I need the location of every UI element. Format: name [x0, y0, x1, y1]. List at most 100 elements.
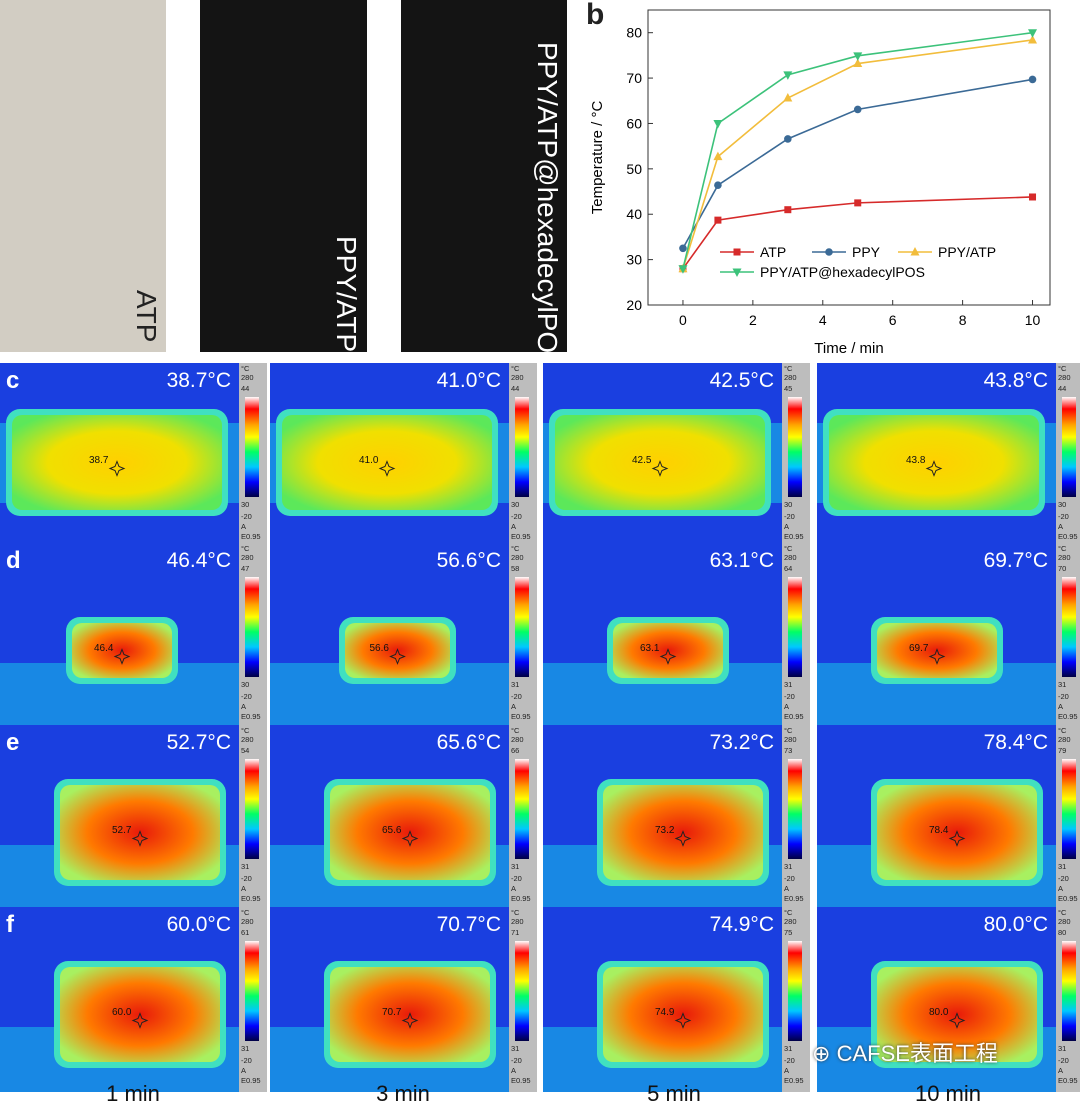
scale-text: 31 [1058, 1044, 1067, 1053]
scale-text: 31 [784, 1044, 793, 1053]
photo-atp: ATP [0, 0, 166, 352]
max-temperature: 78.4°C [983, 731, 1048, 754]
scale-text: 30 [511, 500, 520, 509]
scale-text: A [1058, 884, 1064, 893]
max-temperature: 46.4°C [166, 549, 231, 572]
max-temperature: 63.1°C [709, 549, 774, 572]
y-tick-label: 50 [626, 161, 642, 177]
scale-text: E0.95 [784, 532, 804, 541]
crosshair-icon [674, 1012, 692, 1029]
thermal-image-e-2: 65.6 65.6°C °C 280 66 31 -20 A E0.95 [270, 725, 537, 910]
x-tick-label: 8 [959, 312, 967, 328]
color-gradient [788, 397, 802, 497]
scale-text: 280 [784, 553, 797, 562]
x-axis-label: Time / min [814, 340, 883, 357]
legend-item: ATP [720, 244, 786, 260]
scale-text: A [511, 884, 517, 893]
thermal-scene [270, 363, 509, 548]
scale-text: A [241, 884, 247, 893]
scale-text: 30 [784, 500, 793, 509]
scale-text: 31 [511, 862, 520, 871]
scale-text: °C [241, 908, 250, 917]
photo-atp-caption: ATP [131, 290, 162, 343]
scale-text: 31 [241, 862, 250, 871]
scale-text: 280 [241, 553, 254, 562]
crosshair-icon [131, 1012, 149, 1029]
thermal-scene [0, 725, 239, 910]
scale-text: 280 [511, 553, 524, 562]
scale-text: E0.95 [1058, 712, 1078, 721]
series-line [682, 31, 1033, 269]
crosshair-icon [401, 830, 419, 847]
crosshair-icon [928, 648, 946, 665]
scale-text: °C [1058, 364, 1067, 373]
max-temperature: 74.9°C [709, 913, 774, 936]
scale-text: °C [241, 364, 250, 373]
scale-text: 80 [1058, 928, 1067, 937]
max-temperature: 43.8°C [983, 369, 1048, 392]
row-label-c: c [6, 367, 20, 394]
scale-text: A [511, 702, 517, 711]
scale-text: 280 [1058, 373, 1071, 382]
scale-text: °C [784, 364, 793, 373]
legend-item: PPY/ATP [898, 244, 996, 260]
thermal-image-f-3: 74.9 74.9°C °C 280 75 31 -20 A E0.95 [543, 907, 810, 1092]
crosshair-icon [948, 1012, 966, 1029]
crosshair-icon [378, 460, 396, 477]
scale-text: °C [1058, 544, 1067, 553]
scale-text: °C [1058, 726, 1067, 735]
scale-text: -20 [784, 874, 795, 883]
data-point [1029, 193, 1037, 201]
y-axis-label: Temperature / °C [589, 101, 606, 215]
color-scale-bar: °C 280 54 31 -20 A E0.95 [239, 725, 267, 910]
y-tick-label: 20 [626, 297, 642, 313]
crosshair-icon [948, 830, 966, 847]
scale-text: 44 [241, 384, 250, 393]
color-scale-bar: °C 280 80 31 -20 A E0.95 [1056, 907, 1080, 1092]
color-gradient [788, 941, 802, 1041]
crosshair-icon [925, 460, 943, 477]
scale-text: -20 [1058, 874, 1069, 883]
scale-text: 30 [241, 680, 250, 689]
spot-reading: 63.1 [640, 642, 660, 654]
crosshair-icon [131, 830, 149, 847]
scale-text: °C [511, 726, 520, 735]
thermal-scene [270, 543, 509, 728]
data-point [1028, 75, 1037, 84]
y-tick-label: 30 [626, 252, 642, 268]
color-gradient [1062, 397, 1076, 497]
color-gradient [1062, 759, 1076, 859]
data-point [853, 52, 863, 61]
scale-text: 280 [511, 735, 524, 744]
scale-text: °C [511, 364, 520, 373]
thermal-scene [270, 725, 509, 910]
scale-text: -20 [1058, 692, 1069, 701]
crosshair-icon [108, 460, 126, 477]
series-line [682, 78, 1033, 249]
color-gradient [788, 759, 802, 859]
legend-label: ATP [760, 244, 786, 260]
x-tick-label: 2 [749, 312, 757, 328]
scale-text: 31 [1058, 680, 1067, 689]
scale-text: E0.95 [241, 894, 261, 903]
crosshair-icon [659, 648, 677, 665]
scale-text: E0.95 [511, 894, 531, 903]
color-gradient [245, 397, 259, 497]
scale-text: 31 [511, 680, 520, 689]
scale-text: 280 [784, 735, 797, 744]
scale-text: 280 [241, 917, 254, 926]
scale-text: 30 [241, 500, 250, 509]
spot-reading: 73.2 [655, 824, 675, 836]
spot-reading: 52.7 [112, 824, 132, 836]
scale-text: 44 [1058, 384, 1067, 393]
thermal-image-e-1: 52.7 52.7°C e °C 280 54 31 -20 A E0.95 [0, 725, 267, 910]
time-label-4: 10 min [914, 1081, 982, 1106]
scale-text: 280 [1058, 553, 1071, 562]
color-gradient [515, 759, 529, 859]
data-point [853, 58, 863, 68]
scale-text: 280 [1058, 735, 1071, 744]
scale-text: -20 [241, 512, 252, 521]
data-point [783, 93, 793, 102]
thermal-scene [817, 543, 1056, 728]
scale-text: E0.95 [1058, 1076, 1078, 1085]
